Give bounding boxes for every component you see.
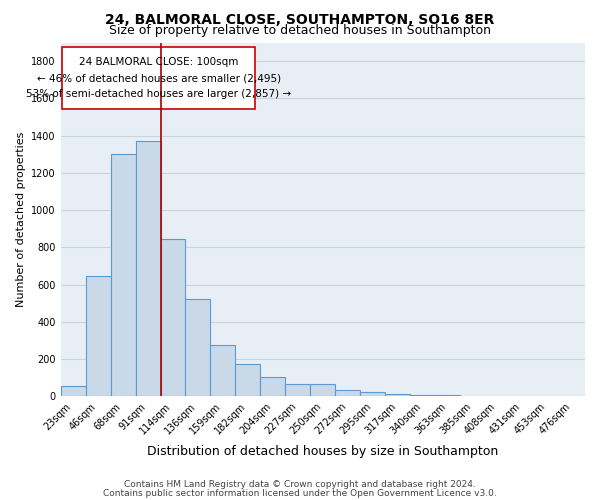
Bar [235,364,260,396]
Bar [385,394,410,396]
Y-axis label: Number of detached properties: Number of detached properties [16,132,26,307]
Bar [260,377,286,396]
Text: 24, BALMORAL CLOSE, SOUTHAMPTON, SO16 8ER: 24, BALMORAL CLOSE, SOUTHAMPTON, SO16 8E… [106,12,494,26]
Bar [286,384,310,396]
Text: 24 BALMORAL CLOSE: 100sqm: 24 BALMORAL CLOSE: 100sqm [79,58,238,68]
Bar [110,154,136,396]
Text: Contains HM Land Registry data © Crown copyright and database right 2024.: Contains HM Land Registry data © Crown c… [124,480,476,489]
Bar [185,298,211,396]
Text: Contains public sector information licensed under the Open Government Licence v3: Contains public sector information licen… [103,488,497,498]
Bar [335,390,360,396]
Bar [61,386,86,396]
X-axis label: Distribution of detached houses by size in Southampton: Distribution of detached houses by size … [147,444,499,458]
Bar [360,392,385,396]
Bar [161,239,185,396]
Bar [211,345,235,397]
Text: ← 46% of detached houses are smaller (2,495): ← 46% of detached houses are smaller (2,… [37,73,281,83]
Text: 53% of semi-detached houses are larger (2,857) →: 53% of semi-detached houses are larger (… [26,89,291,99]
Bar [310,384,335,396]
FancyBboxPatch shape [62,47,256,108]
Bar [86,276,110,396]
Bar [136,141,161,397]
Text: Size of property relative to detached houses in Southampton: Size of property relative to detached ho… [109,24,491,37]
